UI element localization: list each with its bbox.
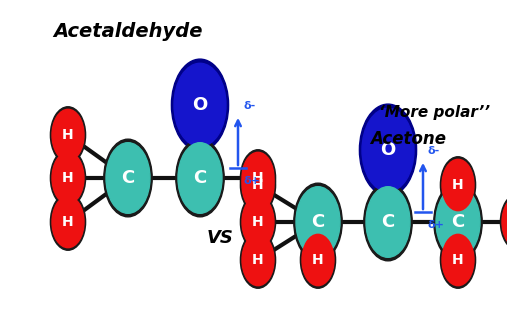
Text: H: H bbox=[252, 215, 264, 229]
Text: C: C bbox=[451, 213, 464, 231]
Ellipse shape bbox=[442, 159, 474, 211]
Ellipse shape bbox=[104, 139, 152, 217]
Text: Acetaldehyde: Acetaldehyde bbox=[53, 22, 203, 41]
Text: C: C bbox=[311, 213, 324, 231]
Ellipse shape bbox=[52, 109, 84, 161]
Ellipse shape bbox=[106, 143, 150, 213]
Ellipse shape bbox=[366, 187, 410, 257]
Ellipse shape bbox=[500, 194, 507, 250]
Ellipse shape bbox=[441, 157, 476, 213]
Text: δ-: δ- bbox=[243, 101, 255, 111]
Ellipse shape bbox=[50, 107, 86, 163]
Text: H: H bbox=[62, 128, 74, 142]
Ellipse shape bbox=[242, 196, 274, 248]
Ellipse shape bbox=[52, 152, 84, 204]
Ellipse shape bbox=[242, 234, 274, 286]
Ellipse shape bbox=[240, 194, 276, 250]
Text: H: H bbox=[252, 171, 264, 185]
Text: H: H bbox=[452, 253, 464, 267]
Ellipse shape bbox=[240, 150, 276, 206]
Ellipse shape bbox=[441, 232, 476, 288]
Text: C: C bbox=[121, 169, 135, 187]
Ellipse shape bbox=[359, 104, 417, 196]
Text: VS: VS bbox=[206, 229, 233, 247]
Ellipse shape bbox=[178, 143, 222, 213]
Text: C: C bbox=[193, 169, 207, 187]
Ellipse shape bbox=[52, 196, 84, 248]
Text: H: H bbox=[252, 253, 264, 267]
Ellipse shape bbox=[171, 59, 229, 151]
Text: H: H bbox=[252, 178, 264, 192]
Ellipse shape bbox=[242, 152, 274, 204]
Ellipse shape bbox=[301, 232, 336, 288]
Ellipse shape bbox=[294, 183, 342, 261]
Text: δ+: δ+ bbox=[243, 176, 260, 186]
Text: O: O bbox=[192, 96, 208, 114]
Text: H: H bbox=[62, 215, 74, 229]
Ellipse shape bbox=[434, 183, 482, 261]
Ellipse shape bbox=[242, 159, 274, 211]
Ellipse shape bbox=[50, 150, 86, 206]
Text: δ-: δ- bbox=[428, 146, 440, 156]
Ellipse shape bbox=[442, 234, 474, 286]
Text: δ+: δ+ bbox=[428, 220, 445, 230]
Ellipse shape bbox=[362, 108, 414, 192]
Ellipse shape bbox=[302, 234, 334, 286]
Ellipse shape bbox=[436, 187, 480, 257]
Ellipse shape bbox=[176, 139, 224, 217]
Text: H: H bbox=[452, 178, 464, 192]
Ellipse shape bbox=[296, 187, 340, 257]
Ellipse shape bbox=[364, 183, 412, 261]
Ellipse shape bbox=[50, 194, 86, 250]
Text: Acetone: Acetone bbox=[370, 130, 446, 148]
Text: C: C bbox=[381, 213, 394, 231]
Ellipse shape bbox=[174, 63, 226, 147]
Text: H: H bbox=[312, 253, 324, 267]
Ellipse shape bbox=[240, 157, 276, 213]
Ellipse shape bbox=[240, 232, 276, 288]
Text: ‘More polar’’: ‘More polar’’ bbox=[379, 105, 490, 120]
Ellipse shape bbox=[502, 196, 507, 248]
Text: H: H bbox=[62, 171, 74, 185]
Text: O: O bbox=[380, 141, 395, 159]
